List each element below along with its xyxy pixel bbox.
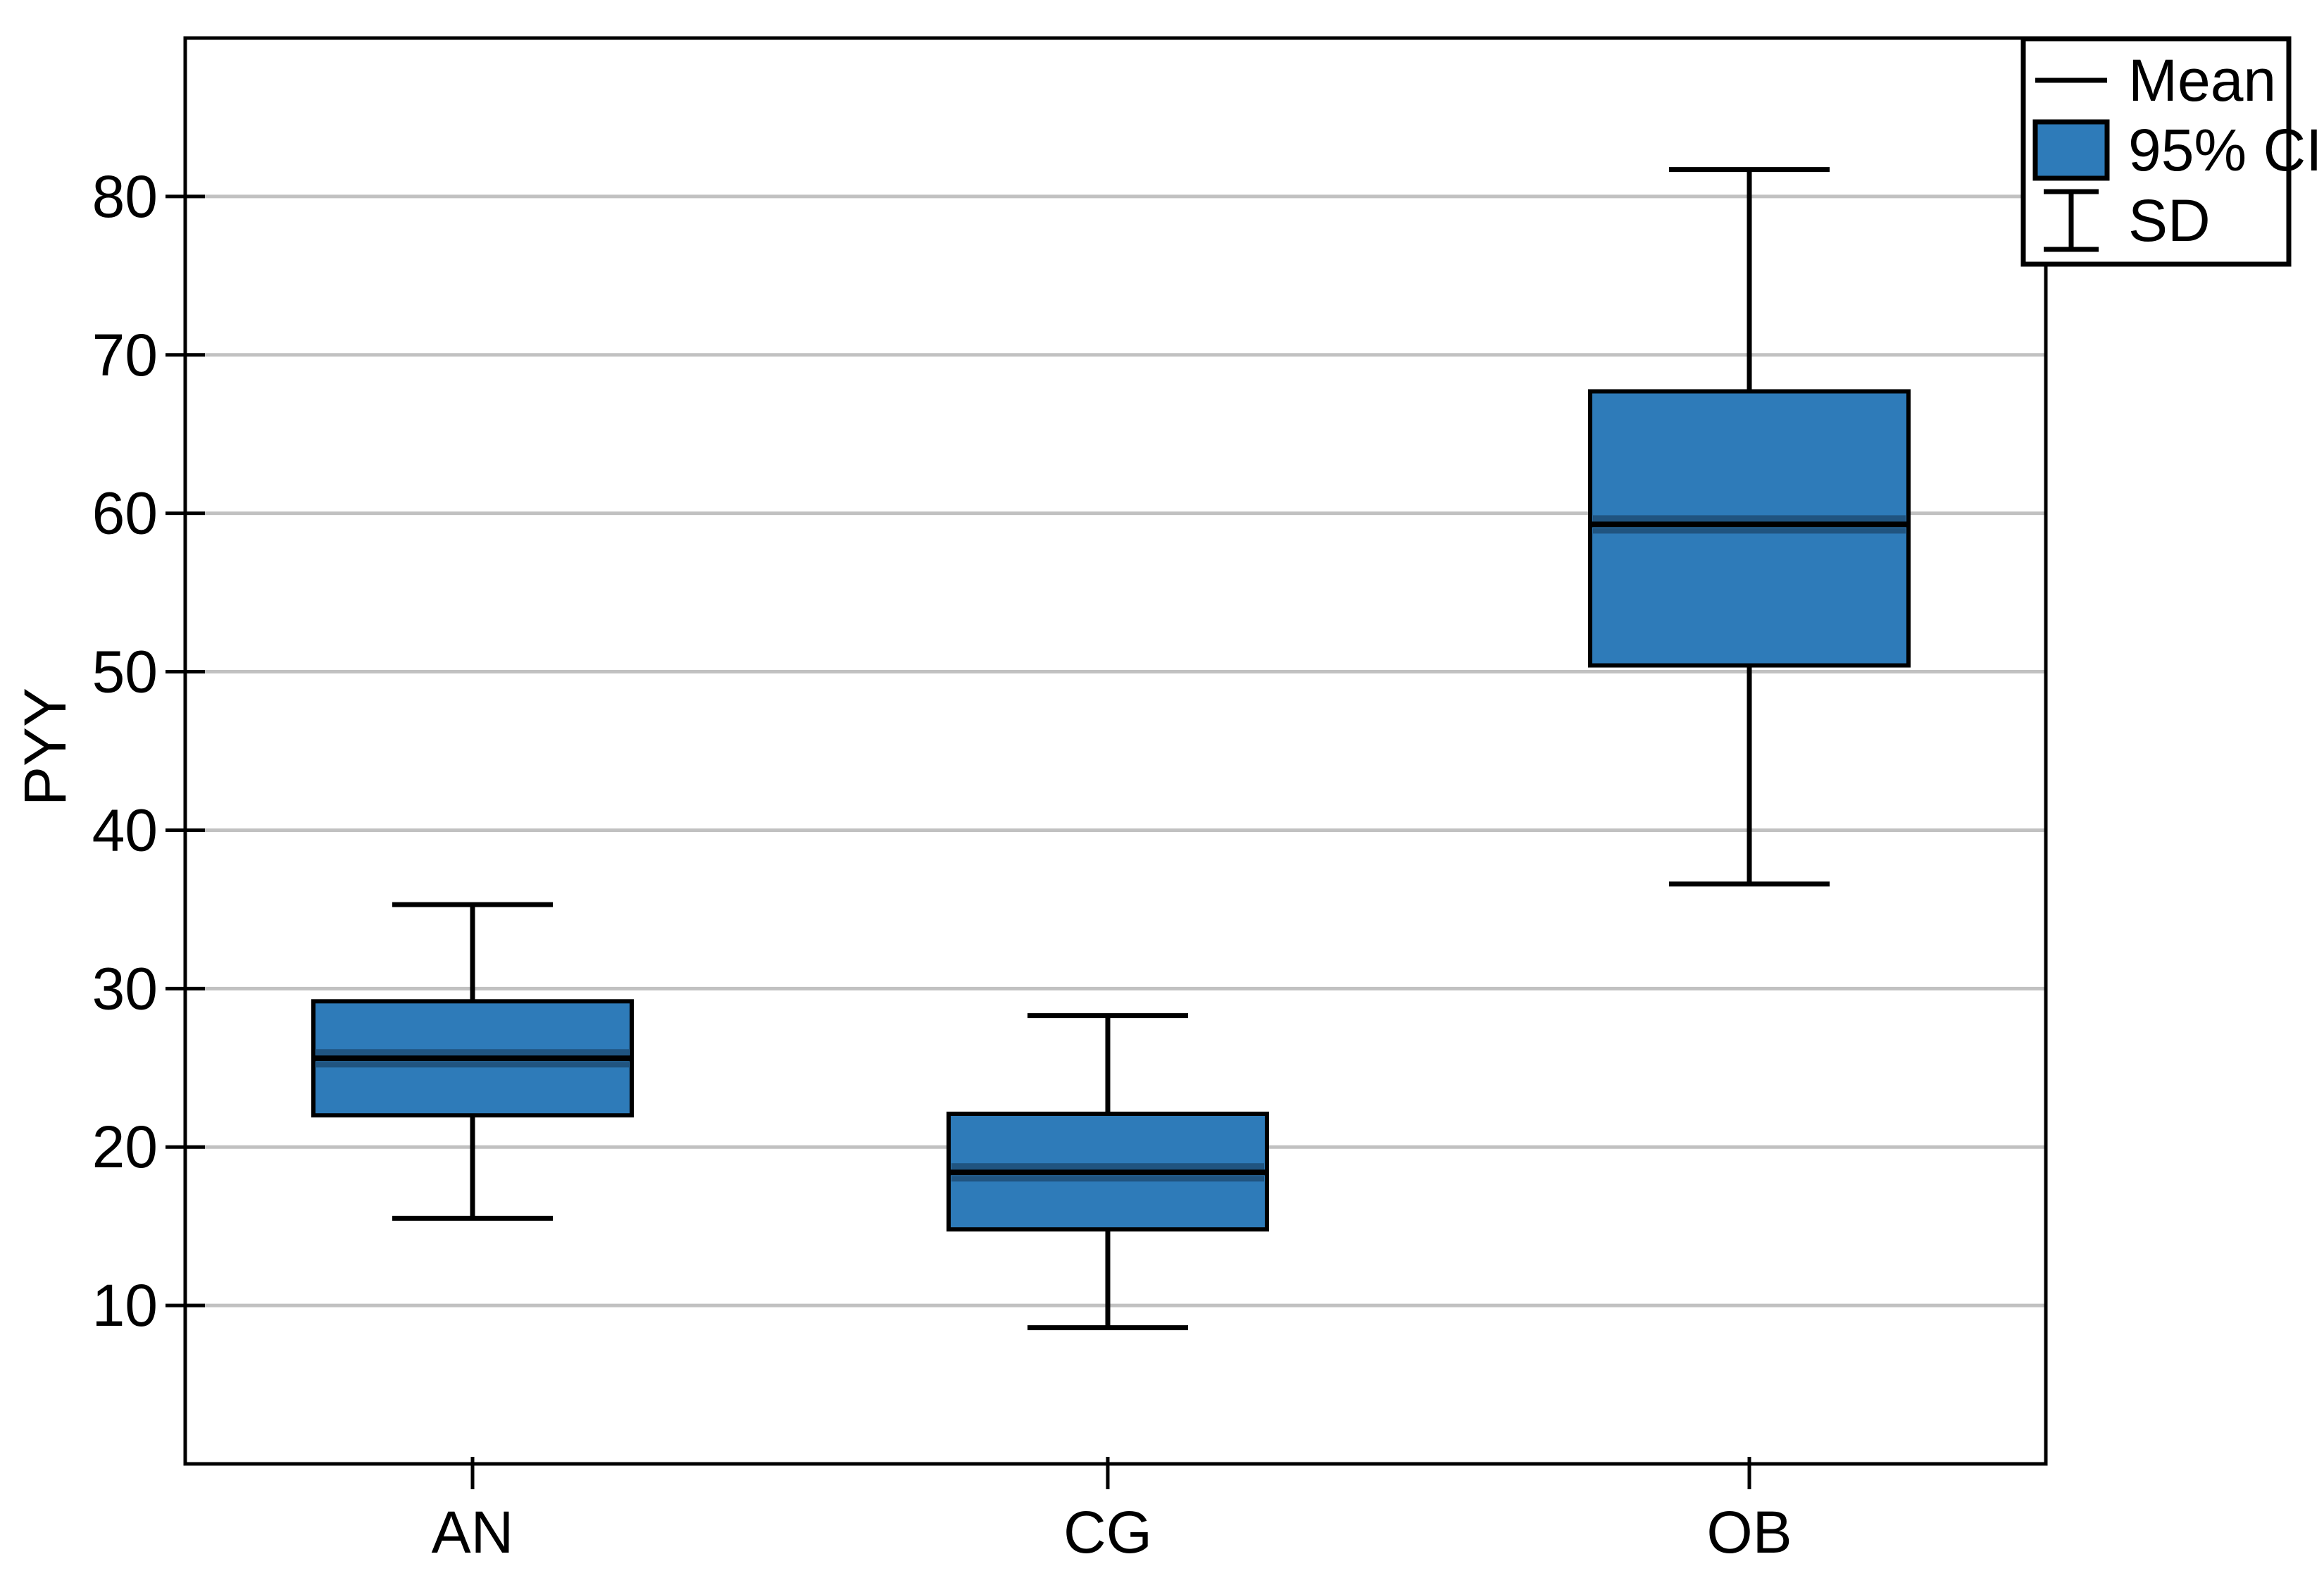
y-tick-label-60: 60 xyxy=(92,480,158,547)
legend-label-95% CI: 95% CI xyxy=(2128,117,2322,183)
y-tick-label-70: 70 xyxy=(92,322,158,388)
legend-ci-box-swatch xyxy=(2032,119,2110,181)
box-group-AN xyxy=(311,902,634,1221)
y-tick-label-80: 80 xyxy=(92,163,158,230)
box-group-OB xyxy=(1588,167,1911,887)
plot-frame xyxy=(183,36,2048,1466)
mean-shadow-bottom-AN xyxy=(316,1062,629,1068)
mean-shadow-top-OB xyxy=(1593,515,1906,522)
x-tick-label-AN: AN xyxy=(432,1499,514,1565)
y-axis: 10 20 30 40 50 60 70 80 xyxy=(92,163,205,1338)
y-tick-label-30: 30 xyxy=(92,955,158,1021)
x-tick-label-OB: OB xyxy=(1706,1499,1792,1565)
x-tick-label-CG: CG xyxy=(1063,1499,1152,1565)
mean-shadow-top-AN xyxy=(316,1049,629,1056)
mean-shadow-bottom-OB xyxy=(1593,528,1906,534)
legend-label-SD: SD xyxy=(2128,187,2211,254)
legend-label-Mean: Mean xyxy=(2128,47,2276,113)
y-axis-title: PYY xyxy=(12,688,78,806)
mean-shadow-top-CG xyxy=(951,1163,1264,1170)
y-tick-label-40: 40 xyxy=(92,797,158,863)
y-tick-label-20: 20 xyxy=(92,1114,158,1180)
box-group-CG xyxy=(947,1013,1269,1331)
y-tick-label-10: 10 xyxy=(92,1272,158,1338)
gridlines xyxy=(185,194,2046,1307)
mean-shadow-bottom-CG xyxy=(951,1176,1264,1182)
x-axis: AN CG OB xyxy=(432,1457,1792,1565)
y-tick-label-50: 50 xyxy=(92,639,158,705)
